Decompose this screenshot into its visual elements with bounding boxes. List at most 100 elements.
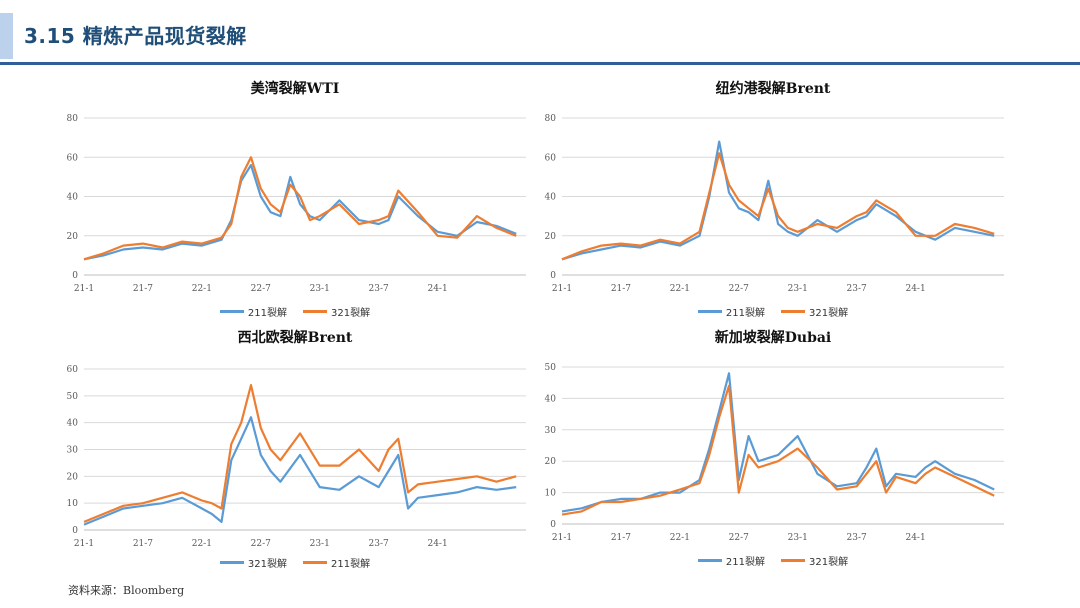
y-tick-label: 0	[550, 271, 556, 281]
page-title: 3.15 精炼产品现货裂解	[24, 24, 247, 48]
x-tick-label: 23-1	[310, 539, 330, 549]
legend-swatch	[303, 561, 327, 564]
header-accent-bar	[0, 13, 13, 59]
y-tick-label: 0	[72, 271, 78, 281]
y-tick-label: 30	[67, 446, 79, 456]
legend-label: 321裂解	[331, 308, 371, 319]
x-tick-label: 24-1	[427, 539, 447, 549]
x-tick-label: 21-1	[552, 284, 572, 294]
series-line-1	[561, 384, 995, 516]
x-tick-label: 22-1	[192, 284, 212, 294]
legend-swatch	[697, 310, 722, 313]
y-tick-label: 10	[67, 499, 79, 509]
chart-title: 纽约港裂解Brent	[715, 81, 831, 97]
chart-title: 西北欧裂解Brent	[237, 330, 353, 346]
slide-header: 3.15 精炼产品现货裂解	[0, 0, 1080, 65]
legend-item: 211裂解	[697, 553, 765, 568]
x-tick-label: 22-7	[729, 533, 749, 543]
legend-label: 321裂解	[809, 557, 849, 568]
y-tick-label: 0	[72, 526, 78, 536]
chart-panel-new-york: 纽约港裂解Brent 0 20 40 60 80 21-1 21-7 22-1 22-7 23-1…	[518, 78, 1028, 338]
legend-swatch	[219, 561, 244, 564]
legend-swatch	[219, 310, 244, 313]
x-tick-label: 23-7	[369, 284, 389, 294]
x-tick-label: 24-1	[427, 284, 447, 294]
x-tick-label: 21-1	[74, 539, 94, 549]
series-line-1	[561, 152, 995, 261]
x-tick-label: 22-7	[251, 539, 271, 549]
legend-swatch	[781, 310, 805, 313]
chart-legend: 211裂解 321裂解	[40, 304, 550, 319]
x-tick-label: 23-1	[788, 284, 808, 294]
series-line-0	[561, 372, 995, 513]
legend-label: 211裂解	[247, 308, 287, 319]
legend-label: 211裂解	[725, 308, 765, 319]
y-tick-label: 20	[67, 232, 79, 242]
y-tick-label: 50	[67, 392, 79, 402]
x-tick-label: 24-1	[905, 533, 925, 543]
chart-legend: 321裂解 211裂解	[40, 555, 550, 570]
legend-item: 321裂解	[219, 555, 287, 570]
chart-plot: 0 20 40 60 80 21-1 21-7 22-1 22-7 23-1 23-7 24-1	[67, 114, 526, 294]
x-tick-label: 21-7	[133, 284, 153, 294]
x-tick-label: 22-1	[670, 284, 690, 294]
legend-item: 211裂解	[303, 555, 370, 570]
chart-panel-us-gulf: 美湾裂解WTI 0 20 40 60 80 21-1 21-7 22-1 22-7 23-1 23-…	[40, 78, 550, 338]
y-tick-label: 0	[550, 520, 556, 530]
header-divider	[0, 62, 1080, 65]
chart-title: 新加坡裂解Dubai	[714, 330, 832, 346]
x-tick-label: 22-1	[670, 533, 690, 543]
chart-plot: 0 20 40 60 80 21-1 21-7 22-1 22-7 23-1 23-7 24-1	[545, 114, 1004, 294]
legend-swatch	[303, 310, 327, 313]
y-tick-label: 80	[545, 114, 557, 124]
x-tick-label: 23-7	[847, 533, 867, 543]
chart-legend: 211裂解 321裂解	[518, 304, 1028, 319]
y-tick-label: 40	[545, 193, 557, 203]
x-tick-label: 23-7	[369, 539, 389, 549]
legend-swatch	[697, 559, 722, 562]
y-tick-label: 80	[67, 114, 79, 124]
legend-item: 321裂解	[781, 553, 848, 568]
y-tick-label: 20	[545, 232, 557, 242]
series-line-0	[561, 140, 995, 261]
chart-panel-nw-europe: 西北欧裂解Brent 0 10 20 30 40 50 60 21-1 21-7 22-1 22-7…	[40, 327, 550, 587]
x-tick-label: 21-7	[611, 284, 631, 294]
y-tick-label: 60	[67, 365, 79, 375]
source-note: 资料来源：Bloomberg	[68, 584, 185, 597]
legend-swatch	[781, 559, 805, 562]
legend-item: 321裂解	[303, 304, 370, 319]
y-tick-label: 10	[545, 489, 557, 499]
y-tick-label: 50	[545, 363, 557, 373]
chart-plot: 0 10 20 30 40 50 60 21-1 21-7 22-1 22-7 23-1 23-7 24-…	[67, 365, 526, 549]
x-tick-label: 23-1	[310, 284, 330, 294]
legend-item: 211裂解	[219, 304, 287, 319]
legend-label: 321裂解	[809, 308, 849, 319]
x-tick-label: 21-7	[133, 539, 153, 549]
legend-label: 321裂解	[247, 559, 287, 570]
x-tick-label: 24-1	[905, 284, 925, 294]
legend-item: 321裂解	[781, 304, 848, 319]
y-tick-label: 60	[545, 153, 557, 163]
x-tick-label: 21-1	[552, 533, 572, 543]
chart-legend: 211裂解 321裂解	[518, 553, 1028, 568]
y-tick-label: 40	[545, 394, 557, 404]
x-tick-label: 21-1	[74, 284, 94, 294]
x-tick-label: 22-7	[729, 284, 749, 294]
chart-title: 美湾裂解WTI	[250, 81, 340, 97]
series-line-1	[83, 156, 517, 261]
y-tick-label: 20	[67, 472, 79, 482]
legend-item: 211裂解	[697, 304, 765, 319]
chart-plot: 0 10 20 30 40 50 21-1 21-7 22-1 22-7 23-1 23-7 24-1	[545, 363, 1004, 543]
series-line-0	[83, 416, 517, 526]
legend-label: 211裂解	[725, 557, 765, 568]
y-tick-label: 40	[67, 193, 79, 203]
y-tick-label: 30	[545, 426, 557, 436]
y-tick-label: 20	[545, 457, 557, 467]
x-tick-label: 23-1	[788, 533, 808, 543]
chart-panel-singapore: 新加坡裂解Dubai 0 10 20 30 40 50 21-1 21-7 22-1 22-7 23…	[518, 327, 1028, 587]
x-tick-label: 21-7	[611, 533, 631, 543]
series-line-1	[83, 383, 517, 523]
x-tick-label: 23-7	[847, 284, 867, 294]
legend-label: 211裂解	[331, 559, 371, 570]
x-tick-label: 22-1	[192, 539, 212, 549]
